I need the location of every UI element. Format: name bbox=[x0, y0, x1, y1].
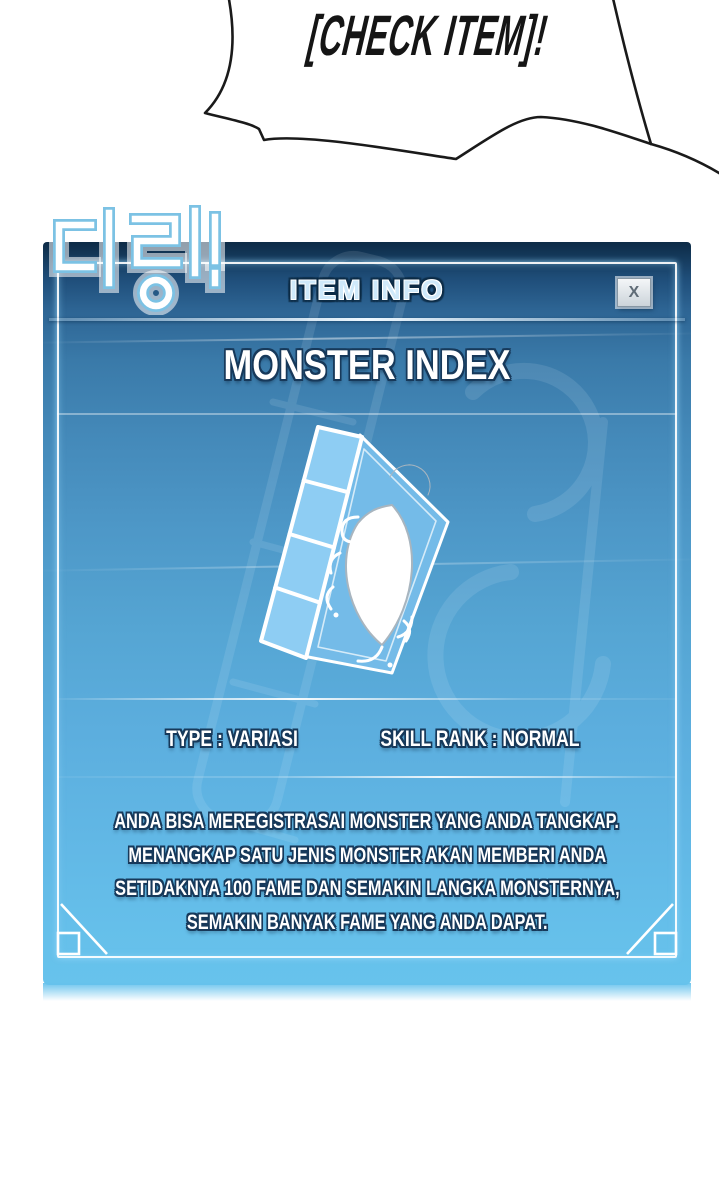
item-info-window: ITEM INFO X MONSTER INDEX bbox=[43, 242, 691, 985]
corner-ornament-left-icon bbox=[56, 903, 108, 956]
description-line: SEMAKIN BANYAK FAME YANG ANDA DAPAT. bbox=[186, 910, 548, 934]
item-name: MONSTER INDEX bbox=[223, 341, 511, 388]
window-title: ITEM INFO bbox=[289, 275, 445, 305]
header-divider bbox=[49, 318, 685, 321]
close-button[interactable]: X bbox=[617, 278, 651, 307]
stats-divider-bottom bbox=[57, 776, 677, 778]
description-line: SETIDAKNYA 100 FAME DAN SEMAKIN LANGKA M… bbox=[114, 877, 620, 900]
close-button-label: X bbox=[628, 283, 640, 301]
speech-bubble-text: [CHECK ITEM]! bbox=[216, 3, 641, 69]
panel-bottom-fade bbox=[43, 983, 691, 1001]
monster-index-book-icon bbox=[259, 425, 450, 675]
speech-bubble bbox=[203, 0, 719, 175]
stat-type: TYPE : VARIASI bbox=[166, 726, 298, 751]
description-line: MENANGKAP SATU JENIS MONSTER AKAN MEMBER… bbox=[128, 843, 606, 867]
bubble-right-path bbox=[612, 0, 653, 146]
window-inner-frame bbox=[57, 262, 677, 958]
stat-skill-rank: SKILL RANK : NORMAL bbox=[380, 726, 580, 751]
item-description: ANDA BISA MEREGISTRASAI MONSTER YANG AND… bbox=[43, 805, 691, 939]
sound-effect-text bbox=[49, 201, 225, 315]
stats-divider-top bbox=[57, 698, 677, 700]
corner-ornament-right-icon bbox=[626, 903, 678, 956]
title-divider bbox=[57, 413, 677, 415]
description-line: ANDA BISA MEREGISTRASAI MONSTER YANG AND… bbox=[114, 810, 620, 833]
bubble-left-bottom-path bbox=[203, 0, 719, 175]
speech-bubble-label: [CHECK ITEM]! bbox=[301, 4, 555, 68]
